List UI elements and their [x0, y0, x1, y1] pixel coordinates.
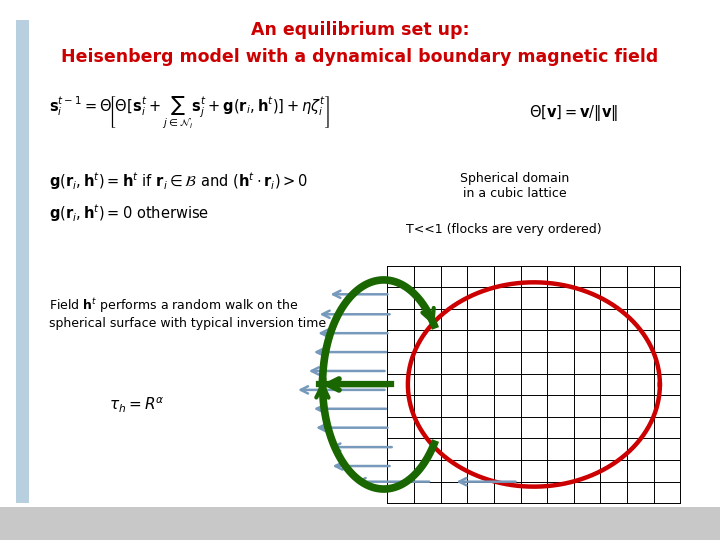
- Text: $\Theta[\mathbf{v}] = \mathbf{v}/\|\mathbf{v}\|$: $\Theta[\mathbf{v}] = \mathbf{v}/\|\math…: [529, 103, 618, 124]
- Text: Heisenberg model with a dynamical boundary magnetic field: Heisenberg model with a dynamical bounda…: [61, 48, 659, 66]
- Bar: [0, 507, 720, 540]
- Text: $\mathbf{g}(\mathbf{r}_i, \mathbf{h}^t) = 0\ \mathrm{otherwise}$: $\mathbf{g}(\mathbf{r}_i, \mathbf{h}^t) …: [49, 202, 209, 224]
- Text: Field $\mathbf{h}^t$ performs a random walk on the
spherical surface with typica: Field $\mathbf{h}^t$ performs a random w…: [49, 296, 326, 330]
- Text: An equilibrium set up:: An equilibrium set up:: [251, 21, 469, 39]
- Text: $\tau_h = R^\alpha$: $\tau_h = R^\alpha$: [109, 395, 165, 415]
- Text: $\mathbf{s}_i^{t-1} = \Theta\!\left[\Theta[\mathbf{s}_i^t + \sum_{j\in\mathcal{N: $\mathbf{s}_i^{t-1} = \Theta\!\left[\The…: [49, 96, 330, 131]
- Text: Spherical domain
in a cubic lattice: Spherical domain in a cubic lattice: [460, 172, 570, 200]
- Bar: [16, 20, 29, 503]
- Text: T<<1 (flocks are very ordered): T<<1 (flocks are very ordered): [406, 223, 602, 236]
- Text: $\mathbf{g}(\mathbf{r}_i, \mathbf{h}^t) = \mathbf{h}^t\ \mathrm{if}\ \mathbf{r}_: $\mathbf{g}(\mathbf{r}_i, \mathbf{h}^t) …: [49, 170, 308, 192]
